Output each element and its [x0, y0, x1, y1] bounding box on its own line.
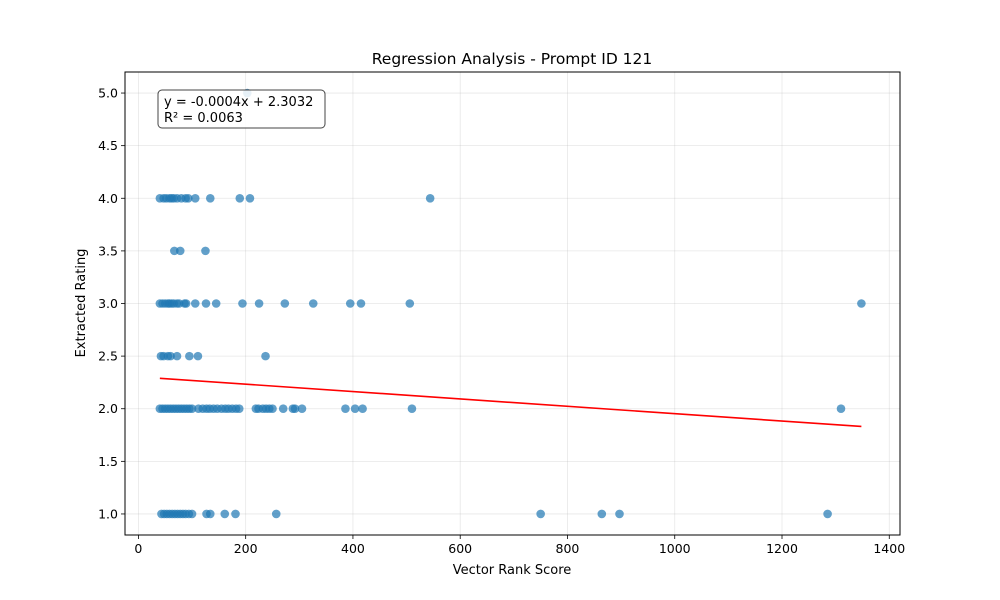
data-point	[308, 299, 318, 308]
data-point	[597, 509, 607, 519]
data-point	[193, 351, 203, 361]
data-point	[536, 509, 545, 519]
data-point	[231, 509, 240, 519]
data-point	[235, 193, 245, 203]
data-point	[290, 404, 300, 414]
data-points	[155, 88, 866, 519]
x-tick-label: 0	[134, 541, 142, 556]
data-point	[201, 246, 210, 256]
data-point	[254, 299, 264, 308]
x-tick-label: 400	[341, 541, 365, 556]
x-axis-ticks: 0 200 400 600 800 1000 1200 1400	[134, 535, 905, 556]
data-point	[615, 509, 624, 519]
data-point	[297, 404, 307, 414]
y-axis-label: Extracted Rating	[74, 249, 89, 358]
y-tick-label: 2.5	[98, 349, 118, 364]
data-point	[268, 404, 277, 414]
x-tick-label: 600	[448, 541, 472, 556]
data-point	[261, 351, 270, 361]
data-point	[405, 299, 415, 308]
data-point	[190, 299, 200, 308]
data-point	[205, 509, 215, 519]
y-tick-label: 3.5	[98, 243, 118, 258]
data-point	[356, 299, 366, 308]
data-point	[183, 193, 193, 203]
y-tick-label: 4.5	[98, 138, 118, 153]
data-point	[857, 299, 866, 308]
y-tick-label: 1.5	[98, 454, 118, 469]
x-tick-label: 1000	[659, 541, 691, 556]
data-point	[190, 193, 200, 203]
y-tick-label: 1.0	[98, 506, 118, 521]
x-axis-label: Vector Rank Score	[453, 563, 572, 578]
x-tick-label: 1200	[766, 541, 798, 556]
data-point	[425, 193, 435, 203]
x-tick-label: 200	[234, 541, 258, 556]
data-point	[187, 509, 197, 519]
data-point	[271, 509, 281, 519]
data-point	[280, 299, 290, 308]
y-axis-ticks: 1.0 1.5 2.0 2.5 3.0 3.5 4.0 4.5 5.0	[98, 86, 125, 521]
data-point	[201, 299, 211, 308]
data-point	[220, 509, 230, 519]
data-point	[345, 299, 355, 308]
data-point	[211, 299, 221, 308]
data-point	[407, 404, 417, 414]
regression-line	[159, 377, 862, 428]
data-point	[172, 351, 182, 361]
data-point	[166, 351, 175, 361]
data-point	[358, 404, 367, 414]
data-point	[170, 246, 179, 256]
data-point	[245, 193, 255, 203]
equation-annotation: y = -0.0004x + 2.3032 R² = 0.0063	[157, 89, 326, 129]
data-point	[181, 299, 191, 308]
data-point	[175, 246, 185, 256]
data-point	[836, 404, 846, 414]
y-tick-label: 2.0	[98, 401, 118, 416]
annotation-box	[157, 89, 326, 129]
data-point	[205, 193, 215, 203]
data-point	[341, 404, 350, 414]
y-tick-label: 5.0	[98, 86, 118, 101]
y-tick-label: 3.0	[98, 296, 118, 311]
x-tick-label: 800	[556, 541, 580, 556]
chart-title: Regression Analysis - Prompt ID 121	[372, 50, 653, 68]
data-point	[187, 404, 197, 414]
data-point	[185, 351, 194, 361]
y-tick-label: 4.0	[98, 191, 118, 206]
data-point	[234, 404, 244, 414]
plot-frame	[124, 71, 901, 536]
data-point	[278, 404, 288, 414]
data-point	[238, 299, 247, 308]
annotation-equation: y = -0.0004x + 2.3032	[164, 95, 313, 110]
data-point	[350, 404, 360, 414]
x-tick-label: 1400	[873, 541, 905, 556]
data-point	[823, 509, 832, 519]
annotation-r-squared: R² = 0.0063	[164, 111, 243, 126]
